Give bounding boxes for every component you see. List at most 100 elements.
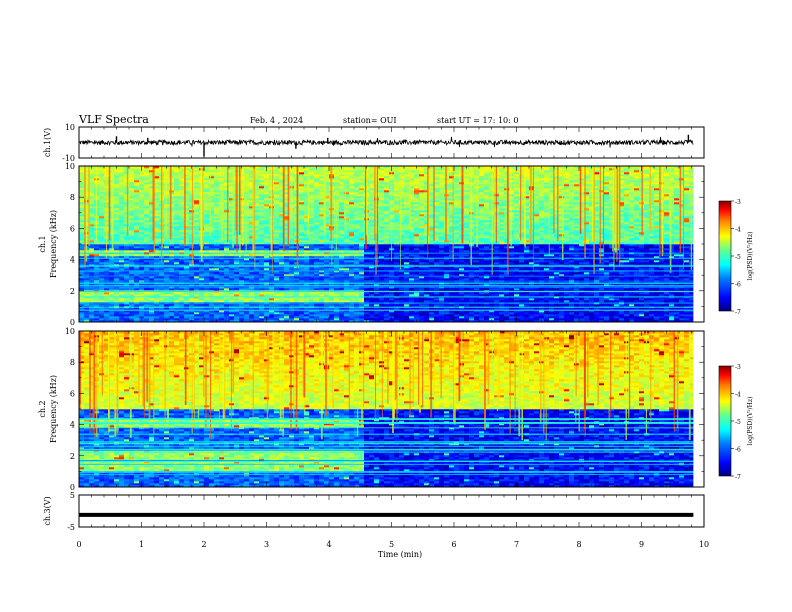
spectrogram-cell <box>379 312 384 314</box>
spectrogram-cell <box>124 200 129 202</box>
spectrogram-cell <box>274 228 279 230</box>
spectrogram-cell <box>149 250 154 252</box>
spectrogram-cell <box>339 184 344 186</box>
spectrogram-cell <box>134 242 139 244</box>
spectrogram-cell <box>99 312 104 314</box>
spectrogram-cell <box>299 312 304 314</box>
spectrogram-cell <box>144 174 149 176</box>
spectrogram-cell <box>284 300 289 302</box>
spectrogram-cell <box>94 268 99 270</box>
spectrogram-cell <box>354 314 359 316</box>
spectrogram-cell <box>124 174 129 176</box>
spectrogram-cell <box>204 172 209 174</box>
spectrogram-cell <box>274 300 279 302</box>
spectrogram-cell <box>384 220 389 222</box>
spectrogram-cell <box>144 220 149 222</box>
spectrogram-cell <box>139 180 144 182</box>
spectrogram-cell <box>269 318 274 320</box>
spectrogram-cell <box>264 208 269 210</box>
spectrogram-cell <box>244 318 249 320</box>
spectrogram-cell <box>219 246 224 248</box>
spectrogram-cell <box>99 190 104 192</box>
spectrogram-cell <box>124 260 129 262</box>
spectrogram-cell <box>174 202 179 204</box>
spectrogram-cell <box>299 238 304 240</box>
spectrogram-cell <box>224 300 229 302</box>
spectrogram-cell <box>384 180 389 182</box>
spectrogram-cell <box>199 316 204 318</box>
spectrogram-cell <box>354 288 359 290</box>
spectrogram-cell <box>174 304 179 306</box>
spectrogram-cell <box>344 248 349 250</box>
spectrogram-cell <box>204 260 209 262</box>
spectrogram-cell <box>234 272 239 274</box>
spectrogram-cell <box>264 172 269 174</box>
spectrogram-cell <box>354 214 359 216</box>
spectrogram-cell <box>79 182 84 184</box>
spectrogram-cell <box>259 230 264 232</box>
spectrogram-cell <box>89 222 94 224</box>
spectrogram-cell <box>369 178 374 180</box>
spectrogram-cell <box>129 242 134 244</box>
spectrogram-cell <box>139 278 144 280</box>
spectrogram-cell <box>169 314 174 316</box>
spectrogram-cell <box>369 250 374 252</box>
spectrogram-cell <box>179 244 184 246</box>
chart-title: VLF Spectra <box>78 113 149 126</box>
spectrogram-cell <box>209 190 214 192</box>
spectrogram-cell <box>99 246 104 248</box>
spectrogram-cell <box>119 236 124 238</box>
spectrogram-cell <box>99 206 104 208</box>
spectrogram-cell <box>379 234 384 236</box>
spectrogram-cell <box>79 218 84 220</box>
spectrogram-cell <box>129 210 134 212</box>
spectrogram-cell <box>184 288 189 290</box>
spectrogram-cell <box>174 226 179 228</box>
spectrogram-cell <box>134 170 139 172</box>
spectrogram-cell <box>214 234 219 236</box>
spectrogram-cell <box>349 222 354 224</box>
spectrogram-cell <box>224 230 229 232</box>
spectrogram-cell <box>194 202 199 204</box>
spectrogram-cell <box>274 194 279 196</box>
spectrogram-cell <box>214 304 219 306</box>
spectrogram-cell <box>154 262 159 264</box>
spectrogram-cell <box>344 236 349 238</box>
spectrogram-cell <box>299 202 304 204</box>
spectrogram-cell <box>304 242 309 244</box>
spectrogram-cell <box>109 304 114 306</box>
spectrogram-cell <box>194 196 199 198</box>
spectrogram-cell <box>354 204 359 206</box>
spectrogram-cell <box>384 210 389 212</box>
spectrogram-cell <box>314 192 319 194</box>
spectrogram-cell <box>119 250 124 252</box>
spectrogram-cell <box>384 170 389 172</box>
spectrogram-cell <box>109 316 114 318</box>
spectrogram-cell <box>299 292 304 294</box>
spectrogram-cell <box>139 288 144 290</box>
spectrogram-cell <box>169 222 174 224</box>
spectrogram-cell <box>214 212 219 214</box>
spectrogram-cell <box>369 228 374 230</box>
spectrogram-cell <box>259 208 264 210</box>
spectrogram-cell <box>259 206 264 208</box>
spectrogram-cell <box>134 278 139 280</box>
spectrogram-cell <box>119 190 124 192</box>
spectrogram-cell <box>299 232 304 234</box>
spectrogram-cell <box>139 262 144 264</box>
spectrogram-cell <box>219 236 224 238</box>
spectrogram-cell <box>119 214 124 216</box>
spectrogram-cell <box>199 278 204 280</box>
spectrogram-cell <box>379 272 384 274</box>
spectrogram-cell <box>299 288 304 290</box>
spectrogram-cell <box>134 186 139 188</box>
spectrogram-cell <box>109 268 114 270</box>
spectrogram-cell <box>179 294 184 296</box>
spectrogram-cell <box>244 292 249 294</box>
spectrogram-cell <box>174 224 179 226</box>
spectrogram-cell <box>129 186 134 188</box>
spectrogram-cell <box>174 232 179 234</box>
spectrogram-cell <box>169 318 174 320</box>
spectrogram-cell <box>144 190 149 192</box>
spectrogram-cell <box>189 186 194 188</box>
